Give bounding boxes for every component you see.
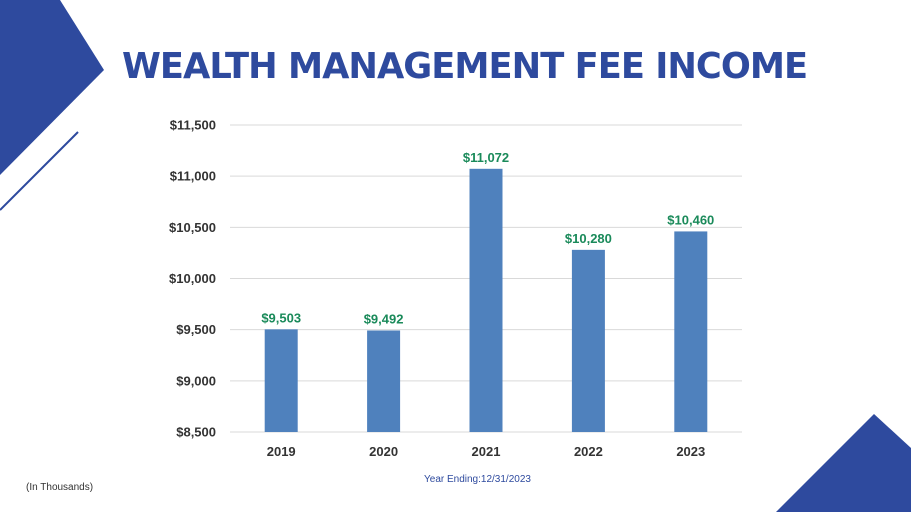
x-tick-label-2022: 2022 xyxy=(574,444,603,459)
page-title: WEALTH MANAGEMENT FEE INCOME xyxy=(122,46,808,87)
y-tick-label: $11,000 xyxy=(170,169,216,184)
y-tick-label: $10,500 xyxy=(169,220,216,235)
bottom-right-triangle-shape xyxy=(776,414,911,512)
data-labels: $9,503 $9,492 $11,072 $10,280 $10,460 xyxy=(261,150,714,327)
bar-2023 xyxy=(674,231,708,432)
y-axis-ticks: $8,500 $9,000 $9,500 $10,000 $10,500 $11,000 $… xyxy=(169,118,216,440)
units-footnote: (In Thousands) xyxy=(26,482,94,493)
y-tick-label: $11,500 xyxy=(170,118,216,133)
x-tick-label-2019: 2019 xyxy=(267,444,296,459)
bar-2022 xyxy=(571,249,605,432)
data-label-2020: $9,492 xyxy=(364,311,404,326)
x-axis-label: Year Ending:12/31/2023 xyxy=(424,474,531,485)
bar-2020 xyxy=(367,330,401,432)
bar-2019 xyxy=(264,329,298,432)
y-tick-label: $9,500 xyxy=(176,322,216,337)
diagonal-accent-line xyxy=(0,131,79,211)
data-label-2023: $10,460 xyxy=(667,212,714,227)
x-axis-ticks: 2019 2020 2021 2022 2023 xyxy=(267,444,706,459)
top-left-triangle-shape xyxy=(0,0,104,175)
x-tick-label-2023: 2023 xyxy=(676,444,705,459)
data-label-2022: $10,280 xyxy=(565,231,612,246)
x-tick-label-2020: 2020 xyxy=(369,444,398,459)
data-label-2019: $9,503 xyxy=(261,310,301,325)
x-tick-label-2021: 2021 xyxy=(472,444,501,459)
bars xyxy=(264,168,708,433)
bar-2021 xyxy=(469,168,503,433)
y-tick-label: $8,500 xyxy=(176,425,216,440)
y-tick-label: $10,000 xyxy=(169,271,216,286)
y-tick-label: $9,000 xyxy=(176,373,216,388)
data-label-2021: $11,072 xyxy=(463,150,509,165)
